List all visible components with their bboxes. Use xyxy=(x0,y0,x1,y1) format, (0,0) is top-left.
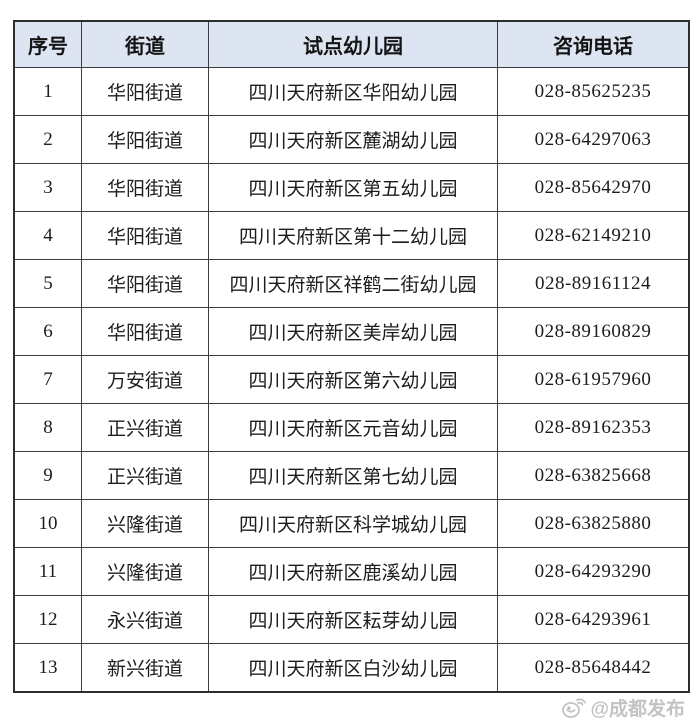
table-row: 5 华阳街道 四川天府新区祥鹤二街幼儿园 028-89161124 xyxy=(13,259,690,308)
cell-index: 3 xyxy=(13,163,82,212)
table-body: 1 华阳街道 四川天府新区华阳幼儿园 028-85625235 2 华阳街道 四川天府新区麓… xyxy=(13,67,690,693)
cell-phone: 028-85642970 xyxy=(497,163,690,212)
cell-street: 华阳街道 xyxy=(81,211,209,260)
table-row: 4 华阳街道 四川天府新区第十二幼儿园 028-62149210 xyxy=(13,211,690,260)
cell-index: 7 xyxy=(13,355,82,404)
table-row: 1 华阳街道 四川天府新区华阳幼儿园 028-85625235 xyxy=(13,67,690,116)
watermark-text: @成都发布 xyxy=(590,699,685,720)
cell-street: 新兴街道 xyxy=(81,643,209,693)
cell-kindergarten: 四川天府新区科学城幼儿园 xyxy=(208,499,498,548)
cell-kindergarten: 四川天府新区白沙幼儿园 xyxy=(208,643,498,693)
cell-index: 10 xyxy=(13,499,82,548)
cell-phone: 028-64293961 xyxy=(497,595,690,644)
cell-index: 4 xyxy=(13,211,82,260)
cell-kindergarten: 四川天府新区耘芽幼儿园 xyxy=(208,595,498,644)
table-row: 13 新兴街道 四川天府新区白沙幼儿园 028-85648442 xyxy=(13,643,690,693)
table-row: 2 华阳街道 四川天府新区麓湖幼儿园 028-64297063 xyxy=(13,115,690,164)
cell-phone: 028-62149210 xyxy=(497,211,690,260)
table-row: 8 正兴街道 四川天府新区元音幼儿园 028-89162353 xyxy=(13,403,690,452)
table-row: 12 永兴街道 四川天府新区耘芽幼儿园 028-64293961 xyxy=(13,595,690,644)
cell-street: 正兴街道 xyxy=(81,451,209,500)
cell-street: 正兴街道 xyxy=(81,403,209,452)
cell-phone: 028-61957960 xyxy=(497,355,690,404)
cell-kindergarten: 四川天府新区元音幼儿园 xyxy=(208,403,498,452)
cell-phone: 028-89162353 xyxy=(497,403,690,452)
cell-index: 2 xyxy=(13,115,82,164)
kindergarten-table: 序号 街道 试点幼儿园 咨询电话 1 华阳街道 四川天府新区华阳幼儿园 028-856252… xyxy=(13,20,690,693)
header-cell-index: 序号 xyxy=(13,20,82,68)
cell-kindergarten: 四川天府新区华阳幼儿园 xyxy=(208,67,498,116)
cell-kindergarten: 四川天府新区鹿溪幼儿园 xyxy=(208,547,498,596)
cell-street: 华阳街道 xyxy=(81,67,209,116)
cell-street: 华阳街道 xyxy=(81,115,209,164)
cell-phone: 028-64297063 xyxy=(497,115,690,164)
table-row: 10 兴隆街道 四川天府新区科学城幼儿园 028-63825880 xyxy=(13,499,690,548)
header-cell-kindergarten: 试点幼儿园 xyxy=(208,20,498,68)
weibo-emoticon-icon xyxy=(561,697,587,719)
cell-kindergarten: 四川天府新区祥鹤二街幼儿园 xyxy=(208,259,498,308)
table-header: 序号 街道 试点幼儿园 咨询电话 xyxy=(13,20,690,68)
cell-phone: 028-63825668 xyxy=(497,451,690,500)
cell-index: 11 xyxy=(13,547,82,596)
cell-kindergarten: 四川天府新区第五幼儿园 xyxy=(208,163,498,212)
cell-index: 8 xyxy=(13,403,82,452)
cell-street: 华阳街道 xyxy=(81,163,209,212)
cell-phone: 028-85625235 xyxy=(497,67,690,116)
table-row: 7 万安街道 四川天府新区第六幼儿园 028-61957960 xyxy=(13,355,690,404)
cell-street: 兴隆街道 xyxy=(81,499,209,548)
cell-street: 永兴街道 xyxy=(81,595,209,644)
cell-kindergarten: 四川天府新区第六幼儿园 xyxy=(208,355,498,404)
cell-kindergarten: 四川天府新区第十二幼儿园 xyxy=(208,211,498,260)
cell-index: 1 xyxy=(13,67,82,116)
cell-phone: 028-64293290 xyxy=(497,547,690,596)
header-cell-phone: 咨询电话 xyxy=(497,20,690,68)
cell-index: 6 xyxy=(13,307,82,356)
cell-street: 华阳街道 xyxy=(81,259,209,308)
cell-street: 万安街道 xyxy=(81,355,209,404)
watermark: @成都发布 xyxy=(561,694,685,721)
kindergarten-table-container: 序号 街道 试点幼儿园 咨询电话 1 华阳街道 四川天府新区华阳幼儿园 028-856252… xyxy=(13,20,690,693)
cell-street: 华阳街道 xyxy=(81,307,209,356)
table-row: 9 正兴街道 四川天府新区第七幼儿园 028-63825668 xyxy=(13,451,690,500)
cell-index: 5 xyxy=(13,259,82,308)
table-row: 11 兴隆街道 四川天府新区鹿溪幼儿园 028-64293290 xyxy=(13,547,690,596)
cell-phone: 028-89160829 xyxy=(497,307,690,356)
cell-phone: 028-63825880 xyxy=(497,499,690,548)
cell-index: 9 xyxy=(13,451,82,500)
cell-phone: 028-85648442 xyxy=(497,643,690,693)
table-row: 6 华阳街道 四川天府新区美岸幼儿园 028-89160829 xyxy=(13,307,690,356)
cell-kindergarten: 四川天府新区麓湖幼儿园 xyxy=(208,115,498,164)
table-row: 3 华阳街道 四川天府新区第五幼儿园 028-85642970 xyxy=(13,163,690,212)
header-row: 序号 街道 试点幼儿园 咨询电话 xyxy=(13,20,690,68)
cell-index: 13 xyxy=(13,643,82,693)
cell-street: 兴隆街道 xyxy=(81,547,209,596)
cell-phone: 028-89161124 xyxy=(497,259,690,308)
cell-kindergarten: 四川天府新区第七幼儿园 xyxy=(208,451,498,500)
cell-index: 12 xyxy=(13,595,82,644)
header-cell-street: 街道 xyxy=(81,20,209,68)
cell-kindergarten: 四川天府新区美岸幼儿园 xyxy=(208,307,498,356)
